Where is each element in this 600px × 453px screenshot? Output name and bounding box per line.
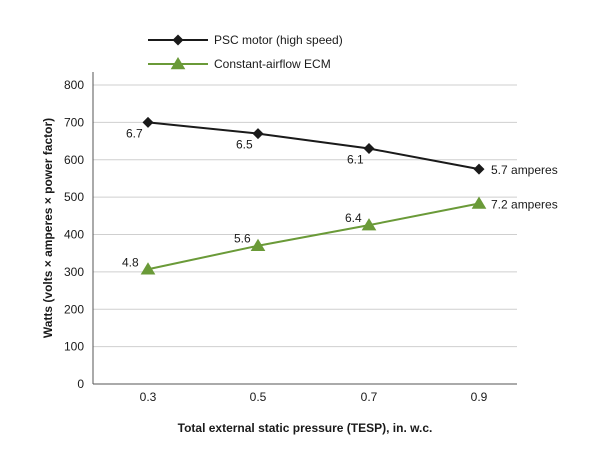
data-label: 4.8 — [122, 255, 139, 269]
series-line-2 — [147, 202, 480, 271]
data-label: 5.6 — [234, 232, 251, 246]
x-tick-label: 0.5 — [250, 390, 267, 404]
data-point-triangle — [250, 238, 266, 251]
data-point-triangle — [471, 196, 487, 209]
data-label: 5.7 amperes — [491, 163, 558, 177]
y-tick-label: 400 — [64, 228, 84, 242]
data-label: 7.2 amperes — [491, 197, 558, 211]
legend-marker-triangle — [170, 57, 186, 70]
x-tick-label: 0.7 — [361, 390, 378, 404]
y-tick-label: 800 — [64, 78, 84, 92]
y-tick-label: 200 — [64, 302, 84, 316]
x-axis-title: Total external static pressure (TESP), i… — [178, 421, 433, 435]
legend-label: PSC motor (high speed) — [214, 33, 343, 47]
y-tick-label: 0 — [77, 377, 84, 391]
x-tick-label: 0.9 — [471, 390, 488, 404]
data-point-triangle — [140, 262, 156, 275]
data-label: 6.4 — [345, 211, 362, 225]
data-label: 6.5 — [236, 138, 253, 152]
data-point-diamond — [142, 116, 154, 128]
data-point-diamond — [363, 143, 375, 155]
x-tick-label: 0.3 — [140, 390, 157, 404]
data-label: 6.1 — [347, 153, 364, 167]
data-point-diamond — [473, 163, 485, 175]
y-tick-label: 100 — [64, 340, 84, 354]
data-point-diamond — [252, 128, 264, 140]
y-tick-label: 300 — [64, 265, 84, 279]
data-point-triangle — [361, 218, 377, 231]
y-tick-label: 600 — [64, 153, 84, 167]
legend-marker-diamond — [172, 34, 184, 46]
data-label: 6.7 — [126, 126, 143, 140]
y-axis-title: Watts (volts × amperes × power factor) — [41, 118, 55, 338]
y-tick-label: 700 — [64, 115, 84, 129]
legend-label: Constant-airflow ECM — [214, 57, 331, 71]
series-line-1 — [147, 121, 480, 171]
y-tick-label: 500 — [64, 190, 84, 204]
